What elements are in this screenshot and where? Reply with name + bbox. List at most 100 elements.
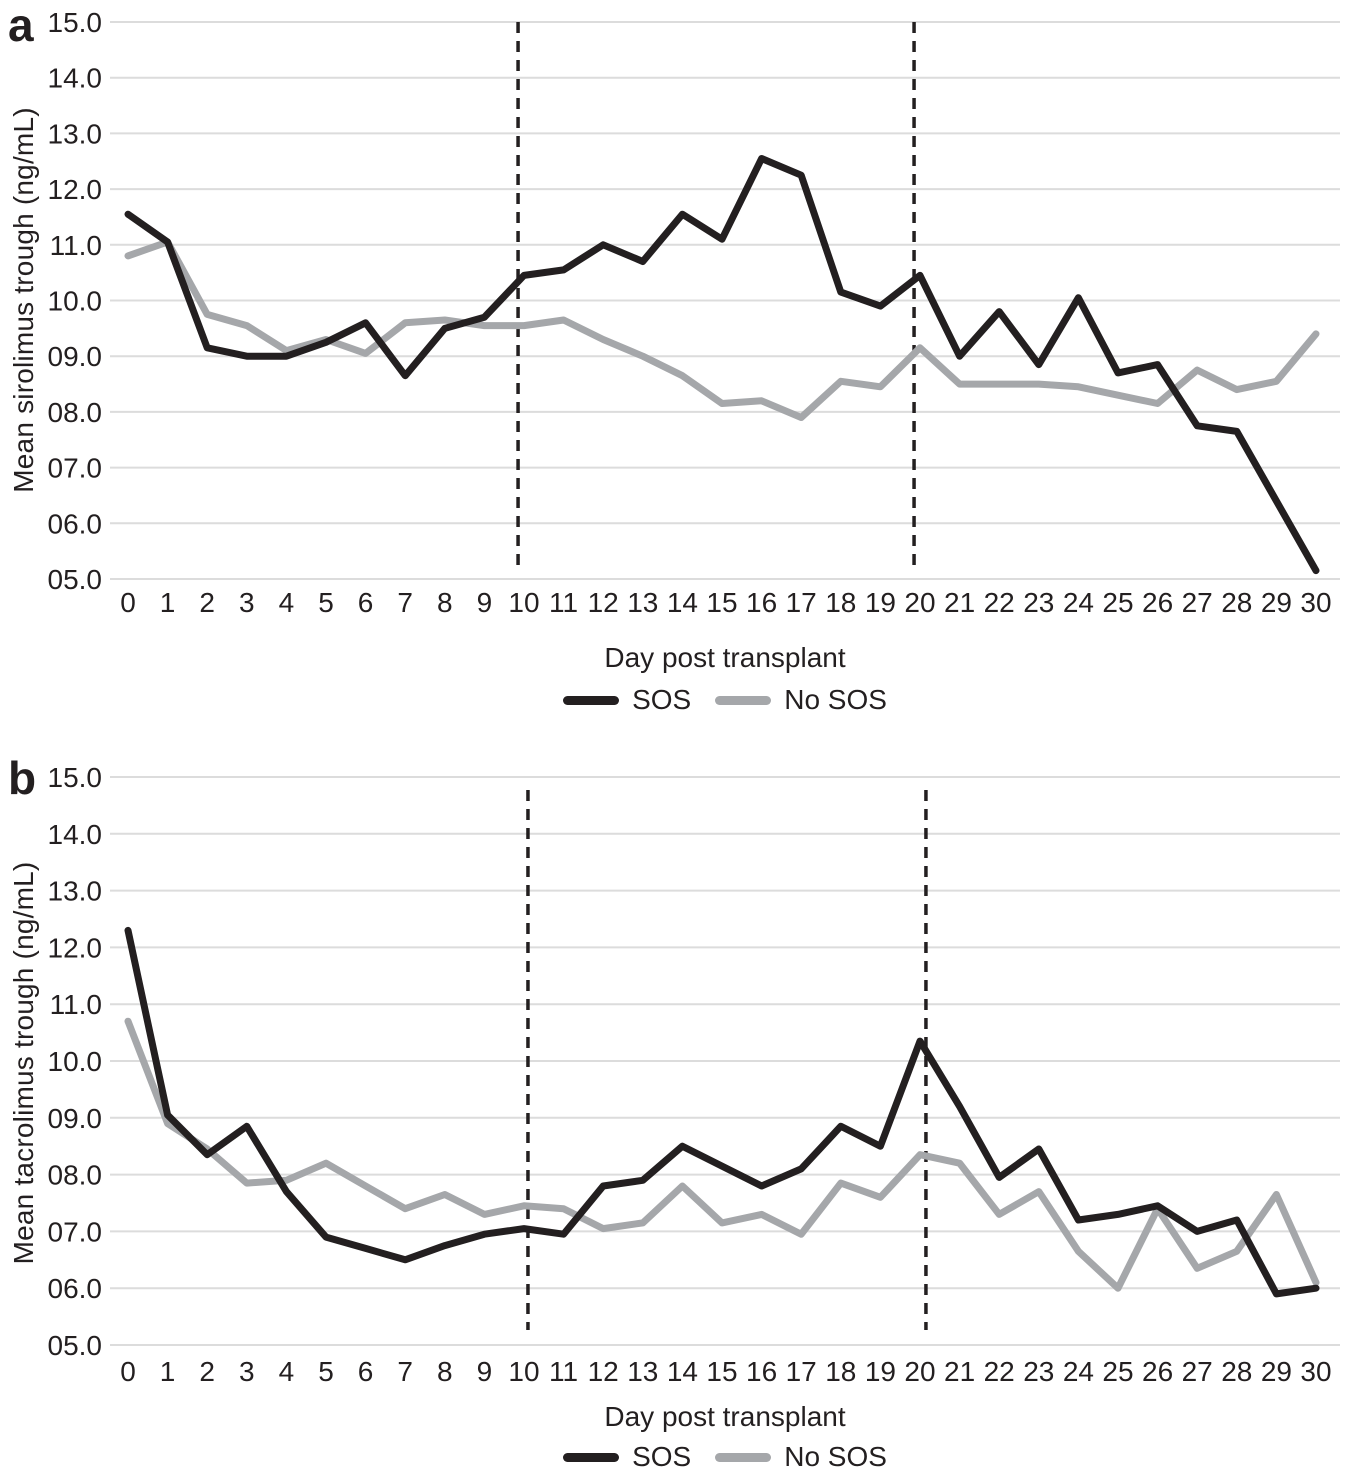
x-tick-label: 15 [706,1356,737,1387]
x-tick-label: 4 [279,587,295,618]
x-tick-label: 27 [1182,587,1213,618]
panel-a-legend: SOS No SOS [110,684,1340,716]
x-tick-label: 5 [318,587,334,618]
legend-label-sos: SOS [632,1441,692,1467]
x-tick-label: 30 [1300,587,1331,618]
x-tick-label: 4 [279,1356,295,1387]
x-tick-label: 25 [1102,1356,1133,1387]
x-tick-label: 13 [627,587,658,618]
legend-line-swatch-sos [563,1452,620,1462]
x-tick-label: 10 [508,1356,539,1387]
series-line-no-sos [124,1017,1320,1292]
x-tick-label: 25 [1102,587,1133,618]
series-line-sos [124,155,1320,575]
x-tick-label: 20 [904,1356,935,1387]
legend-item-no-sos: No SOS [715,1441,887,1467]
panel-a-y-axis-title-text: Mean sirolimus trough (ng/mL) [8,107,39,493]
x-tick-label: 8 [437,1356,453,1387]
x-tick-label: 18 [825,587,856,618]
y-tick-label: 10.0 [48,286,103,317]
panel-b-x-axis-title: Day post transplant [604,1401,846,1432]
x-tick-label: 28 [1221,587,1252,618]
y-tick-label: 12.0 [48,932,103,963]
y-tick-label: 11.0 [50,230,102,261]
y-tick-label: 08.0 [48,397,103,428]
x-tick-label: 12 [588,587,619,618]
panel-a-label: a [8,0,34,51]
x-tick-label: 16 [746,1356,777,1387]
panel-b-legend: SOS No SOS [110,1441,1340,1467]
x-tick-label: 17 [786,587,817,618]
series-line-sos [124,926,1320,1298]
x-tick-label: 12 [588,1356,619,1387]
y-tick-label: 10.0 [48,1046,103,1077]
legend-line-swatch-no-sos [715,695,772,705]
x-tick-label: 3 [239,587,255,618]
x-tick-label: 21 [944,587,975,618]
y-tick-label: 12.0 [48,174,103,205]
x-tick-label: 3 [239,1356,255,1387]
panel-b-y-axis-title-text: Mean tacrolimus trough (ng/mL) [8,861,39,1265]
x-tick-label: 22 [984,587,1015,618]
x-tick-label: 1 [160,587,176,618]
y-tick-label: 07.0 [48,453,103,484]
y-tick-label: 15.0 [48,762,103,793]
x-tick-label: 7 [397,1356,413,1387]
x-tick-label: 21 [944,1356,975,1387]
panel-b-label: b [8,752,37,804]
x-tick-label: 5 [318,1356,334,1387]
x-tick-label: 29 [1261,1356,1292,1387]
x-tick-label: 14 [667,587,698,618]
x-tick-label: 11 [549,1356,578,1387]
x-tick-label: 23 [1023,587,1054,618]
y-tick-label: 07.0 [48,1216,103,1247]
y-tick-label: 05.0 [48,1330,103,1361]
y-tick-label: 08.0 [48,1160,103,1191]
x-tick-label: 20 [904,587,935,618]
y-tick-label: 11.0 [50,989,102,1020]
x-tick-label: 26 [1142,587,1173,618]
x-tick-label: 2 [199,587,215,618]
x-tick-label: 8 [437,587,453,618]
y-tick-label: 14.0 [48,63,103,94]
y-tick-label: 06.0 [48,508,103,539]
y-tick-label: 09.0 [48,1103,103,1134]
x-tick-label: 27 [1182,1356,1213,1387]
x-tick-label: 6 [358,587,374,618]
x-tick-label: 9 [477,1356,493,1387]
x-tick-label: 14 [667,1356,698,1387]
legend-item-sos: SOS [563,1441,691,1467]
x-tick-label: 10 [508,587,539,618]
y-tick-label: 15.0 [48,7,103,38]
x-tick-label: 1 [160,1356,176,1387]
x-tick-label: 11 [549,587,578,618]
x-tick-label: 19 [865,587,896,618]
x-tick-label: 28 [1221,1356,1252,1387]
panel-b-chart: 15.0 14.0 13.0 12.0 11.0 10.0 09.0 08.0 07.0 06.0… [48,762,1340,1387]
legend-line-swatch-sos [563,695,620,705]
legend-label-no-sos: No SOS [784,1441,887,1467]
series-line-no-sos [124,238,1320,421]
y-tick-label: 13.0 [48,118,103,149]
x-tick-label: 18 [825,1356,856,1387]
x-tick-label: 29 [1261,587,1292,618]
legend-line-swatch-no-sos [715,1452,772,1462]
y-tick-label: 09.0 [48,341,103,372]
x-tick-label: 23 [1023,1356,1054,1387]
legend-label-sos: SOS [632,684,692,715]
panel-a: a Mean sirolimus trough (ng/mL) 15.0 14.0… [0,0,1346,733]
x-tick-label: 17 [786,1356,817,1387]
x-tick-label: 6 [358,1356,374,1387]
legend-item-no-sos: No SOS [715,684,887,716]
x-tick-label: 16 [746,587,777,618]
x-tick-label: 26 [1142,1356,1173,1387]
panel-b: b Mean tacrolimus trough (ng/mL) 15.0 14.… [0,733,1346,1467]
y-tick-label: 06.0 [48,1273,103,1304]
x-tick-label: 0 [120,587,136,618]
x-tick-label: 0 [120,1356,136,1387]
panel-a-x-axis-title: Day post transplant [604,642,846,673]
x-tick-label: 30 [1300,1356,1331,1387]
x-tick-label: 9 [477,587,493,618]
x-tick-label: 2 [199,1356,215,1387]
